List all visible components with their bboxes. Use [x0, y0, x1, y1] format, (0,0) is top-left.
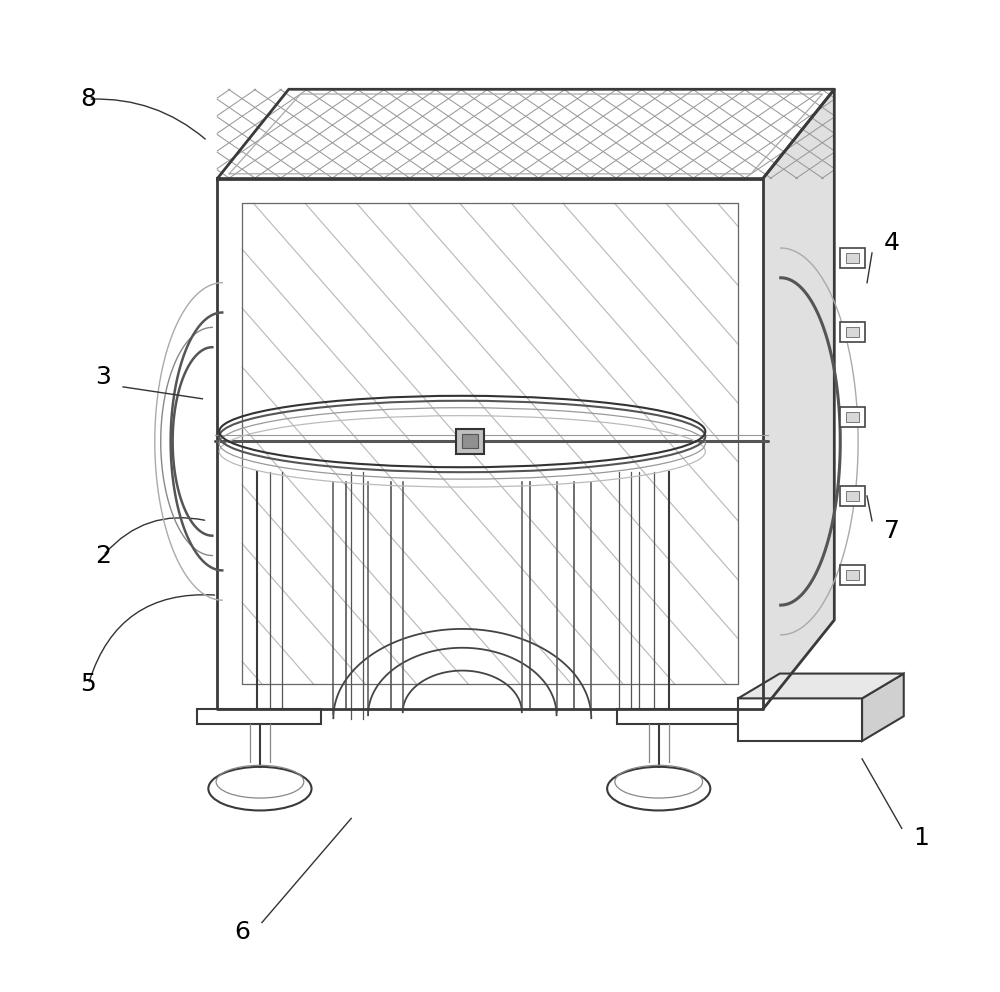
- Bar: [846, 570, 859, 580]
- Bar: [462, 434, 478, 448]
- Text: 6: 6: [234, 921, 250, 944]
- Bar: [846, 412, 859, 422]
- Text: 4: 4: [884, 231, 900, 255]
- Text: 1: 1: [914, 826, 930, 850]
- Bar: [456, 429, 484, 454]
- Polygon shape: [754, 697, 774, 724]
- Text: 5: 5: [80, 673, 96, 696]
- Bar: [846, 253, 859, 263]
- Polygon shape: [217, 89, 834, 179]
- Bar: [840, 248, 865, 268]
- Text: 2: 2: [95, 544, 111, 567]
- Bar: [840, 486, 865, 506]
- Bar: [738, 698, 862, 741]
- Polygon shape: [763, 89, 834, 709]
- Text: 3: 3: [95, 365, 111, 389]
- Bar: [840, 565, 865, 585]
- Text: 7: 7: [884, 519, 900, 543]
- Bar: [840, 407, 865, 427]
- Bar: [846, 491, 859, 501]
- Bar: [846, 327, 859, 337]
- Bar: [617, 709, 754, 724]
- Bar: [217, 179, 763, 709]
- Bar: [197, 709, 321, 724]
- Polygon shape: [738, 674, 904, 698]
- Polygon shape: [862, 674, 904, 741]
- Text: 8: 8: [80, 87, 96, 111]
- Bar: [840, 322, 865, 342]
